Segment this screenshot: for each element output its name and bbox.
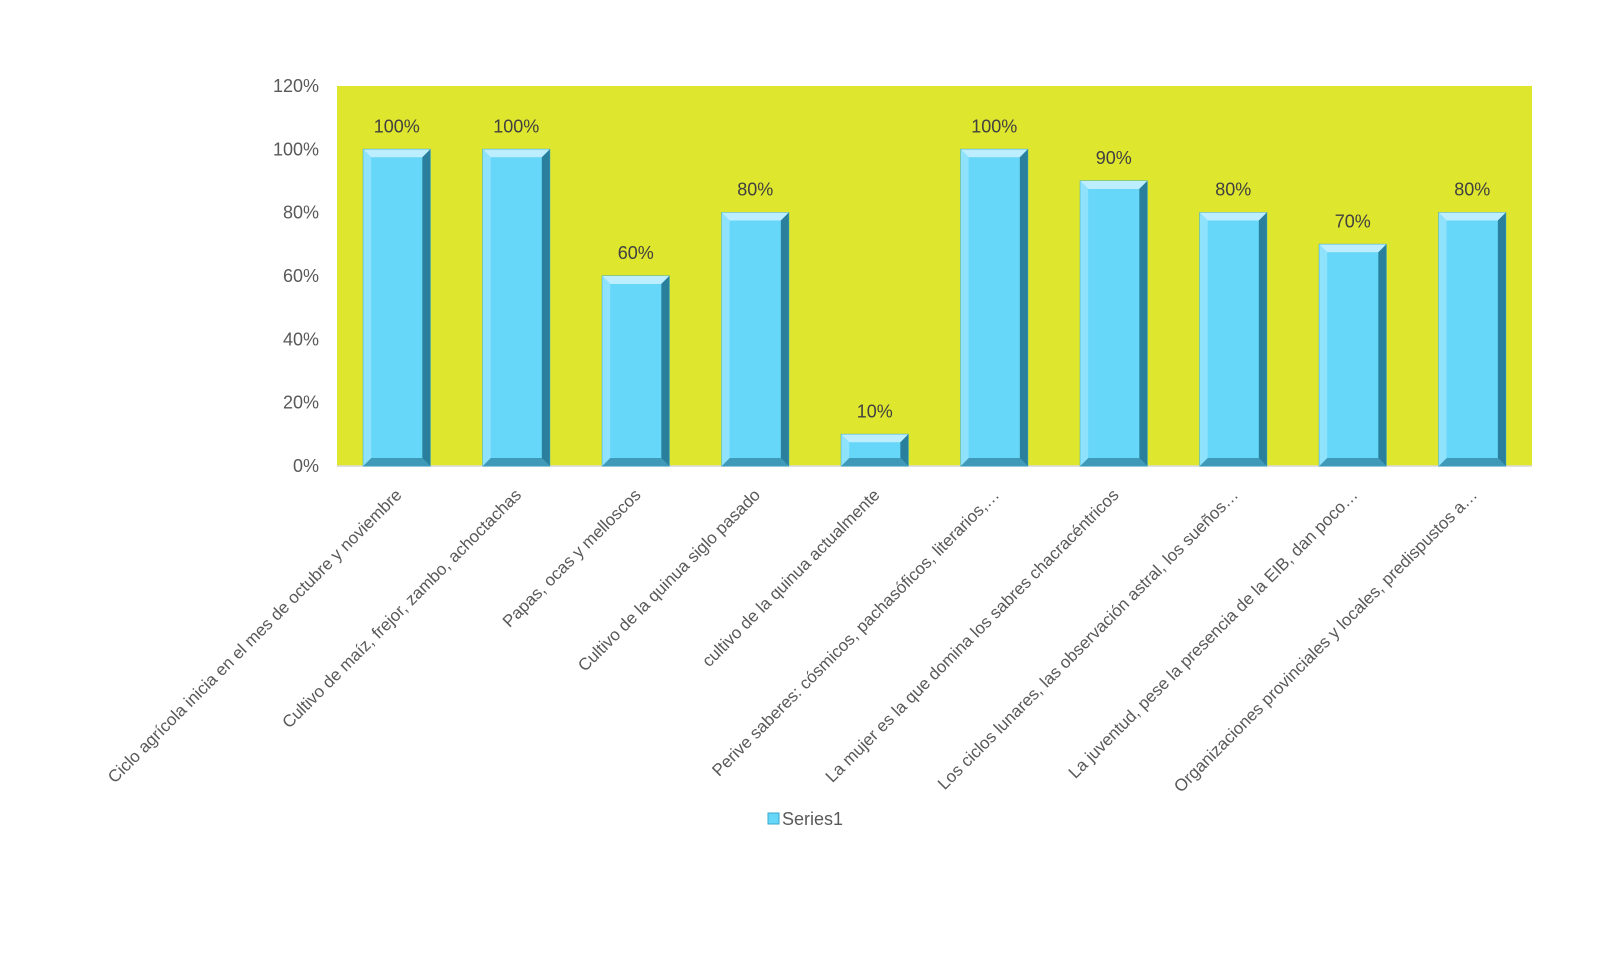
category-label: Perive saberes: cósmicos, pachasóficos, … <box>708 485 1003 780</box>
category-label: Papas, ocas y melloscos <box>499 485 645 631</box>
y-tick-label: 60% <box>283 266 319 286</box>
y-tick-label: 40% <box>283 329 319 349</box>
legend-label: Series1 <box>782 809 843 829</box>
category-label: La juventud, pese la presencia de la EIB… <box>1065 485 1362 782</box>
bar <box>840 433 909 467</box>
data-label: 70% <box>1335 211 1371 231</box>
y-tick-label: 120% <box>273 76 319 96</box>
bar <box>721 212 790 467</box>
bar <box>960 148 1029 467</box>
bar <box>1438 212 1507 467</box>
legend-swatch <box>767 812 780 825</box>
y-tick-label: 0% <box>293 456 319 476</box>
bar <box>1079 180 1148 467</box>
x-axis: Ciclo agrícola inicia en el mes de octub… <box>104 485 1481 796</box>
data-label: 80% <box>1215 180 1251 200</box>
y-tick-label: 80% <box>283 203 319 223</box>
y-tick-label: 100% <box>273 139 319 159</box>
data-label: 80% <box>737 180 773 200</box>
data-label: 90% <box>1096 148 1132 168</box>
data-label: 100% <box>374 116 420 136</box>
legend: Series1 <box>767 809 843 829</box>
data-label: 10% <box>857 401 893 421</box>
bar <box>482 148 551 467</box>
bar <box>1318 243 1387 467</box>
bar <box>1199 212 1268 467</box>
bars-group <box>362 148 1507 467</box>
bar <box>362 148 431 467</box>
bar <box>601 275 670 467</box>
category-label: Cultivo de maíz, frejor, zambo, achoctac… <box>278 485 525 732</box>
data-labels-group: 100% 100% 60% 80% 10% 100% 90% 80% 70% 80% <box>374 116 1491 421</box>
data-label: 60% <box>618 243 654 263</box>
data-label: 100% <box>971 116 1017 136</box>
data-label: 100% <box>493 116 539 136</box>
data-label: 80% <box>1454 180 1490 200</box>
y-tick-label: 20% <box>283 393 319 413</box>
